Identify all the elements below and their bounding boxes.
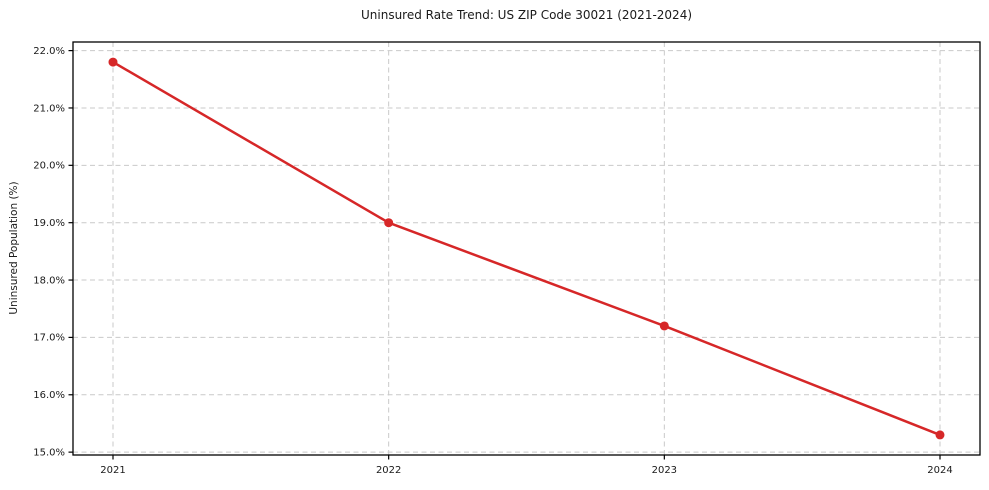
chart-title: Uninsured Rate Trend: US ZIP Code 30021 … [360,8,693,22]
data-point [108,57,118,67]
data-point [659,321,669,331]
y-tick-label: 15.0% [33,447,65,458]
trend-line [111,60,942,437]
x-tick-label: 2022 [376,465,401,476]
y-tick-label: 22.0% [33,46,65,57]
y-tick-label: 16.0% [33,390,65,401]
data-point [384,218,394,228]
y-tick-label: 19.0% [33,218,65,229]
y-tick-label: 20.0% [33,161,65,172]
x-tick-label: 2023 [652,465,677,476]
x-tick-label: 2024 [927,465,952,476]
x-tick-label: 2021 [100,465,125,476]
y-tick-label: 18.0% [33,275,65,286]
axes-spines [72,41,981,456]
data-point [935,430,945,440]
y-tick-label: 17.0% [33,333,65,344]
y-tick-label: 21.0% [33,103,65,114]
